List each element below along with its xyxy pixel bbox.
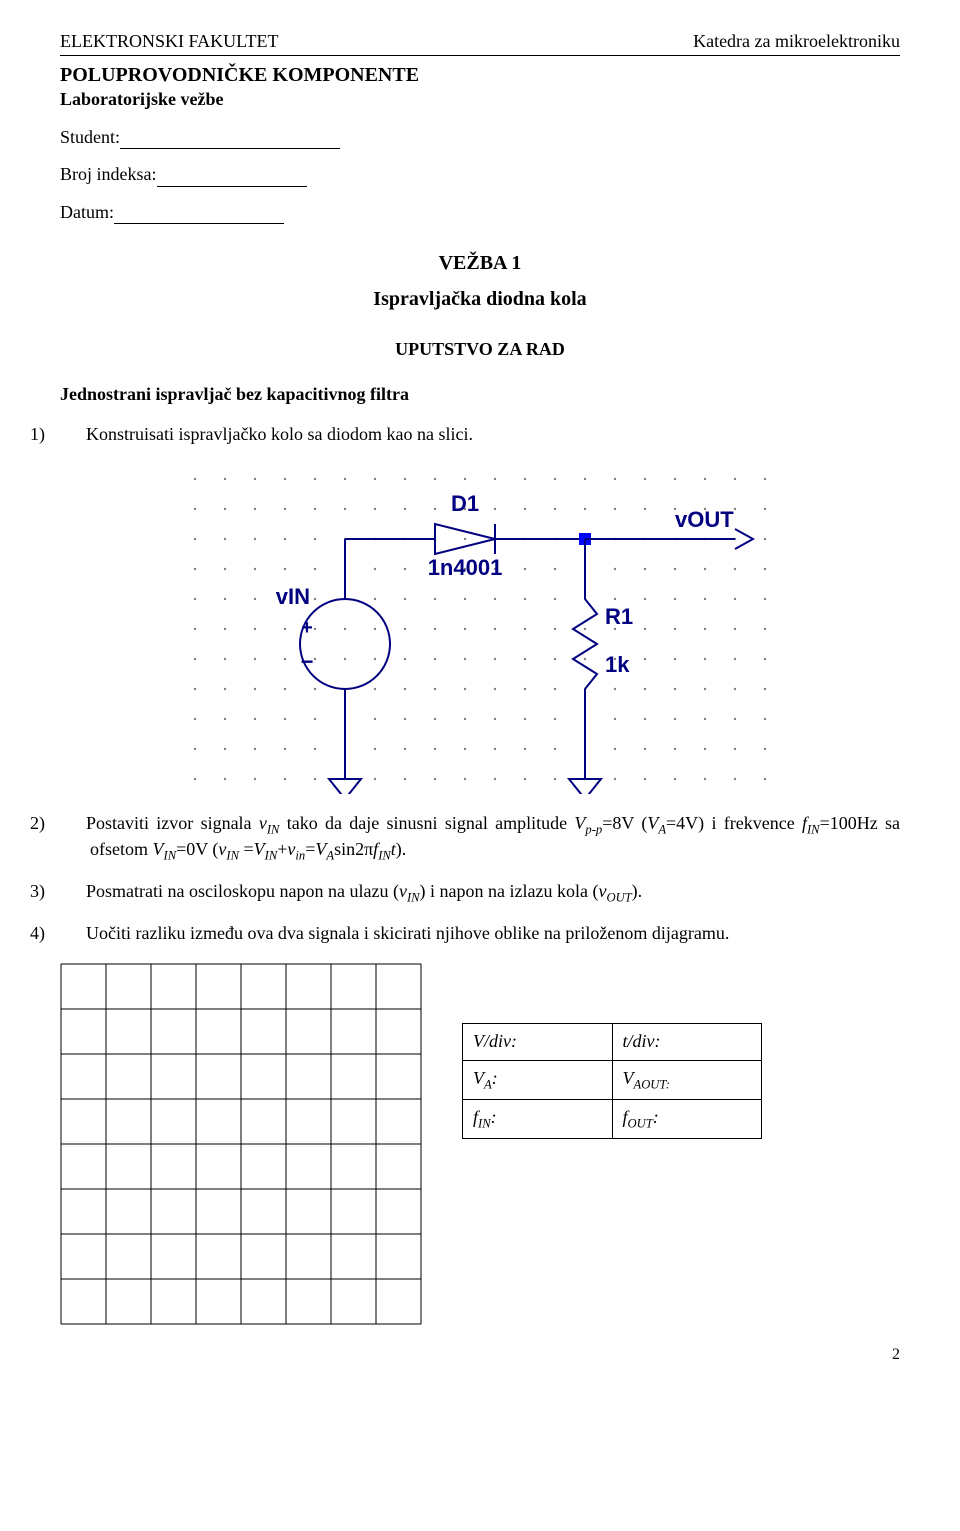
index-line: Broj indeksa: (60, 163, 900, 186)
results-table: V/div: t/div: VA: VAOUT: fIN: fOUT: (462, 1023, 762, 1138)
index-label: Broj indeksa: (60, 164, 157, 184)
item-4-text: Uočiti razliku između ova dva signala i … (86, 923, 729, 943)
tdiv-cell: t/div: (612, 1024, 762, 1060)
student-line: Student: (60, 126, 900, 149)
va-cell: VA: (463, 1060, 613, 1099)
date-label: Datum: (60, 202, 114, 222)
item-2-number: 2) (60, 812, 86, 835)
svg-text:1k: 1k (605, 652, 630, 677)
oscilloscope-grid (60, 963, 422, 1325)
date-field[interactable] (114, 205, 284, 224)
table-row: V/div: t/div: (463, 1024, 762, 1060)
exercise-title: Ispravljačka diodna kola (60, 286, 900, 312)
instructions-label: UPUTSTVO ZA RAD (60, 338, 900, 361)
header-left: ELEKTRONSKI FAKULTET (60, 30, 279, 53)
section-heading: Jednostrani ispravljač bez kapacitivnog … (60, 383, 900, 406)
results-row: V/div: t/div: VA: VAOUT: fIN: fOUT: (60, 953, 900, 1325)
svg-text:+: + (301, 617, 313, 639)
svg-text:vOUT: vOUT (675, 507, 734, 532)
item-4: 4)Uočiti razliku između ova dva signala … (90, 922, 900, 945)
table-row: VA: VAOUT: (463, 1060, 762, 1099)
exercise-number: VEŽBA 1 (60, 250, 900, 276)
svg-text:vIN: vIN (276, 584, 310, 609)
fout-cell: fOUT: (612, 1099, 762, 1138)
item-2-text: Postaviti izvor signala vIN tako da daje… (86, 813, 900, 859)
vaout-cell: VAOUT: (612, 1060, 762, 1099)
svg-text:1n4001: 1n4001 (428, 555, 503, 580)
item-1-text: Konstruisati ispravljačko kolo sa diodom… (86, 424, 473, 444)
item-3: 3)Posmatrati na osciloskopu napon na ula… (90, 880, 900, 906)
svg-text:−: − (301, 649, 314, 674)
date-line: Datum: (60, 201, 900, 224)
circuit-diagram: + − vIN vOUT D1 1n4001 R1 1k (180, 464, 780, 794)
course-title: POLUPROVODNIČKE KOMPONENTE (60, 62, 900, 88)
item-2: 2)Postaviti izvor signala vIN tako da da… (90, 812, 900, 864)
vdiv-cell: V/div: (463, 1024, 613, 1060)
header-right: Katedra za mikroelektroniku (693, 30, 900, 53)
item-1-number: 1) (60, 423, 86, 446)
student-label: Student: (60, 127, 120, 147)
svg-text:R1: R1 (605, 604, 633, 629)
item-4-number: 4) (60, 922, 86, 945)
item-3-number: 3) (60, 880, 86, 903)
item-3-text: Posmatrati na osciloskopu napon na ulazu… (86, 881, 642, 901)
fin-cell: fIN: (463, 1099, 613, 1138)
student-field[interactable] (120, 130, 340, 149)
course-subtitle: Laboratorijske vežbe (60, 88, 900, 111)
svg-text:D1: D1 (451, 491, 479, 516)
page-header: ELEKTRONSKI FAKULTET Katedra za mikroele… (60, 30, 900, 56)
index-field[interactable] (157, 168, 307, 187)
page-number: 2 (60, 1345, 900, 1366)
table-row: fIN: fOUT: (463, 1099, 762, 1138)
item-1: 1)Konstruisati ispravljačko kolo sa diod… (90, 423, 900, 446)
